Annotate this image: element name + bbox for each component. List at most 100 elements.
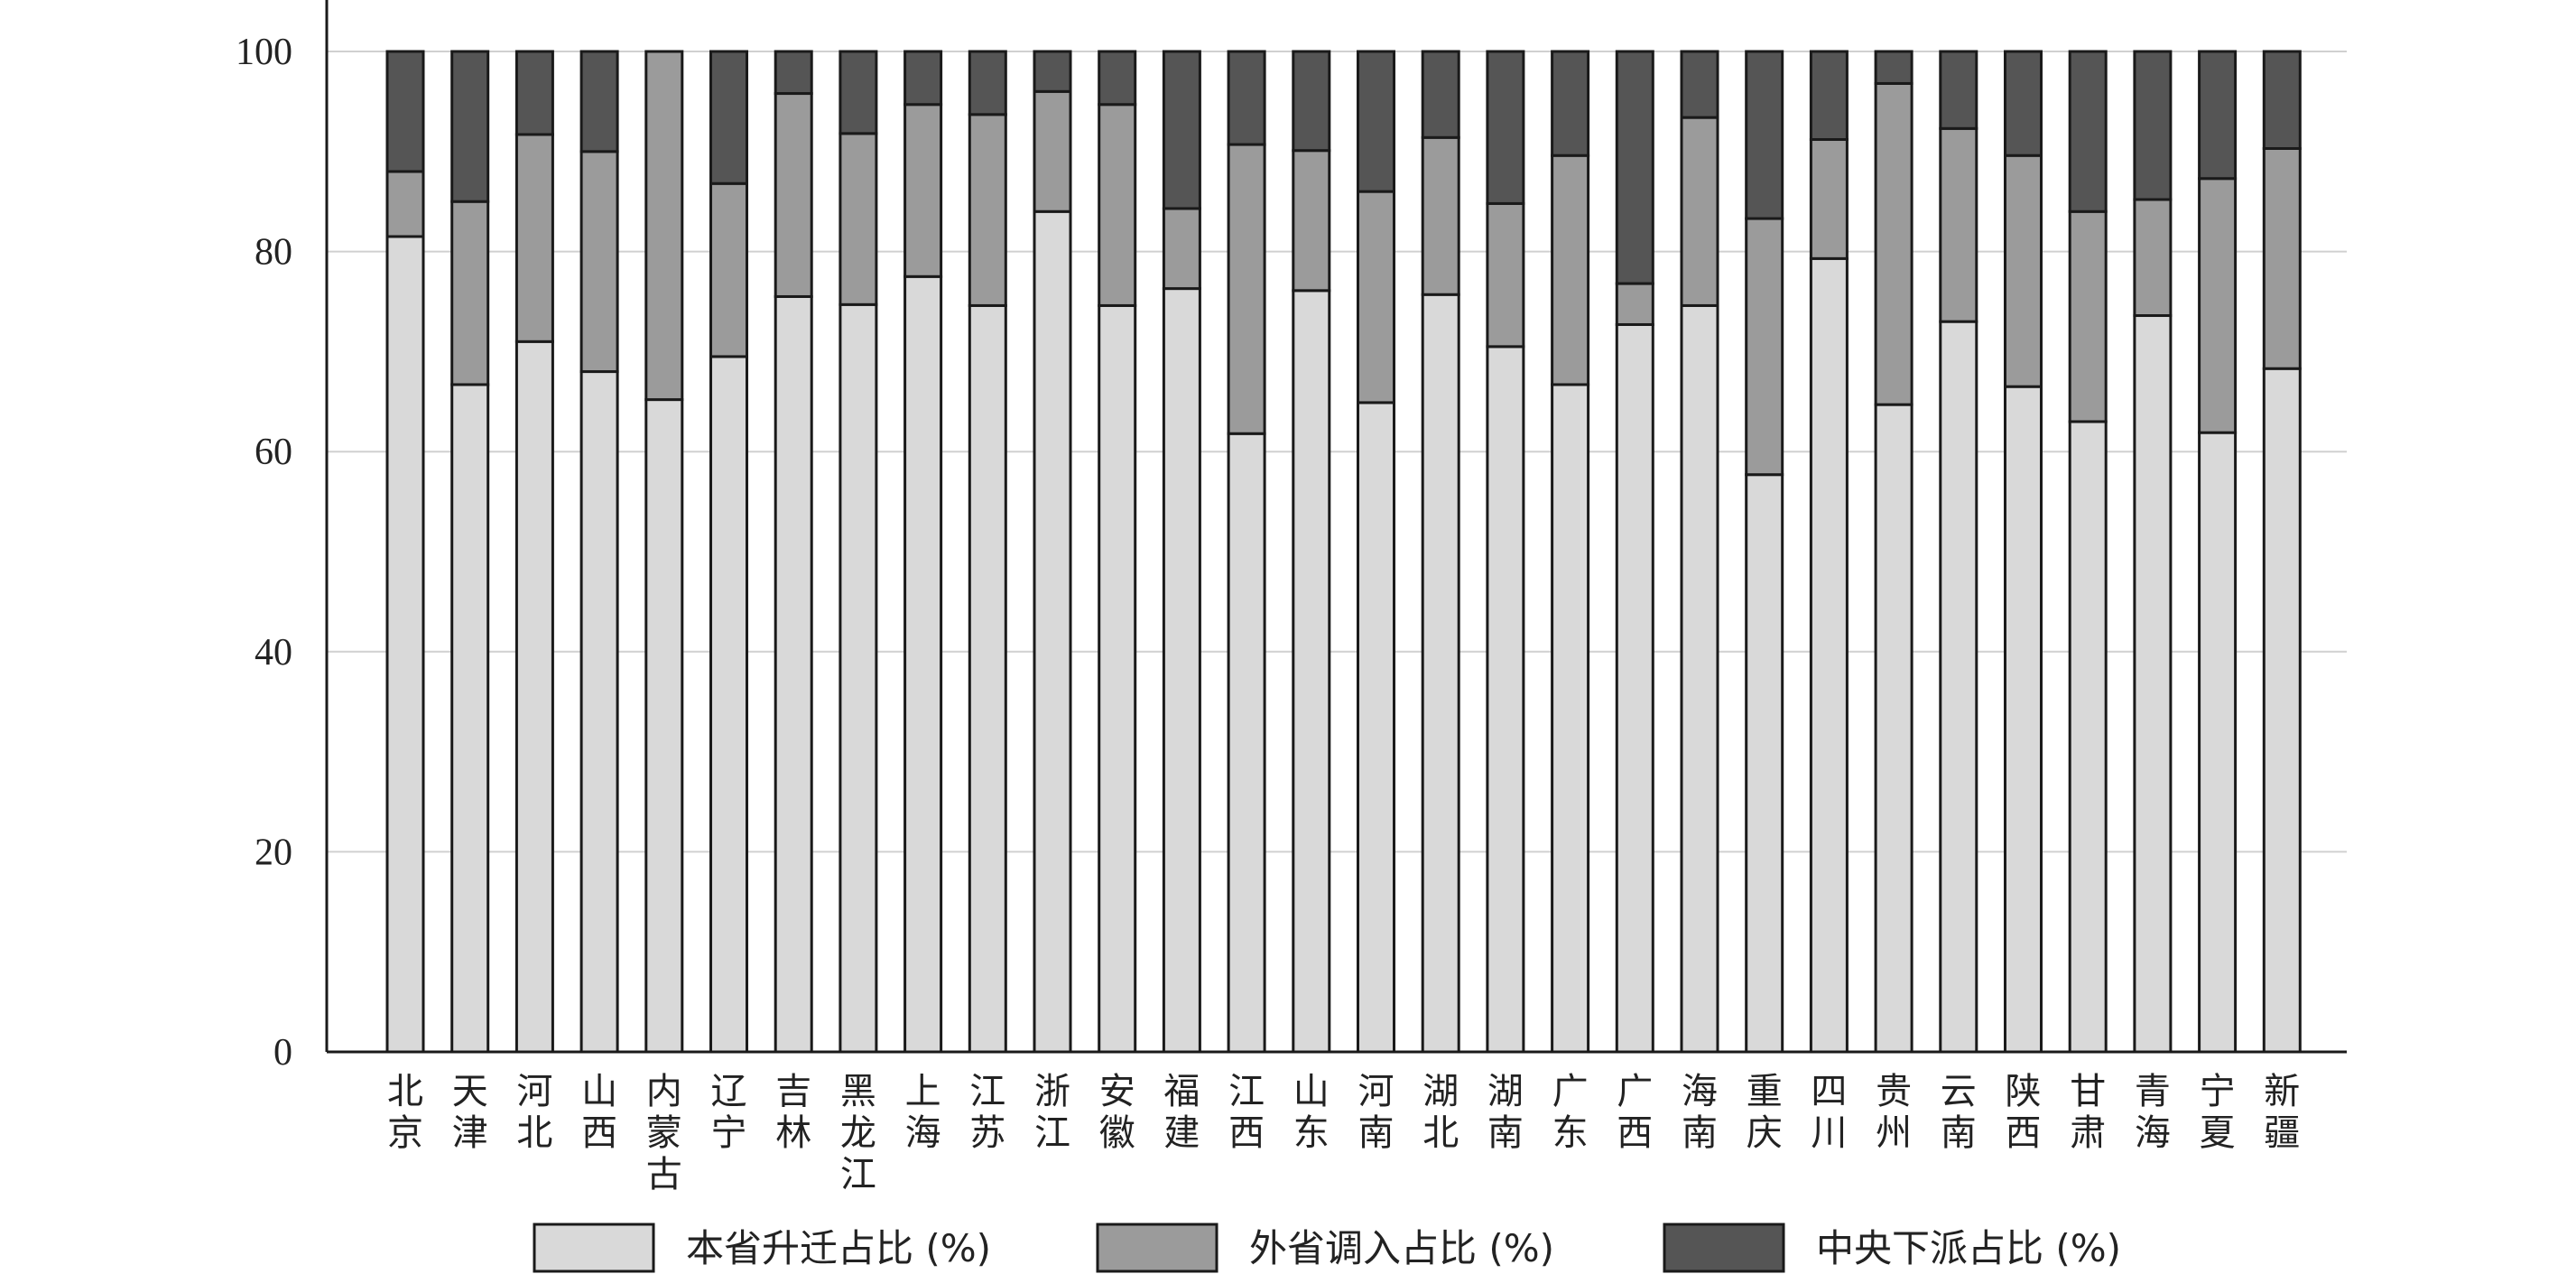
bar-segment (1809, 50, 1849, 142)
x-axis-category-labels: 北京天津河北山西内蒙古辽宁吉林黑龙江上海江苏浙江安徽福建江西山东河南湖北湖南广东… (387, 1071, 2300, 1195)
bar-segment (1874, 50, 1913, 85)
bar-segment (1680, 303, 1719, 1054)
x-tick-label: 吉林 (775, 1071, 811, 1154)
bar-segment (1033, 209, 1072, 1054)
bar-segment (2068, 50, 2108, 213)
bar-segment (968, 113, 1007, 307)
bar-segment (1357, 190, 1395, 405)
y-tick-label: 80 (255, 232, 292, 274)
legend-label: 本省升迁占比 (%) (686, 1226, 991, 1270)
y-tick-label: 20 (255, 832, 292, 873)
x-tick-label: 山东 (1293, 1071, 1330, 1154)
bar-segment (2198, 177, 2238, 434)
x-tick-label: 新疆 (2264, 1071, 2300, 1154)
bar-segment (839, 302, 878, 1054)
bar-segment (774, 92, 813, 298)
x-tick-label: 湖北 (1422, 1071, 1459, 1154)
x-tick-label: 浙江 (1034, 1071, 1070, 1154)
bar-segment (1292, 289, 1331, 1054)
x-tick-label: 海南 (1682, 1071, 1718, 1154)
bar-segment (1421, 293, 1460, 1054)
legend-swatch (1096, 1223, 1219, 1273)
legend-swatch (1663, 1223, 1785, 1273)
bar-segment (1227, 432, 1266, 1054)
bar-segment (2198, 50, 2238, 181)
bar-segment (450, 200, 490, 386)
x-tick-label: 福建 (1163, 1071, 1200, 1154)
bar-segment (2262, 367, 2302, 1054)
bar-segment (1615, 282, 1654, 326)
x-tick-label: 贵州 (1876, 1071, 1912, 1154)
bar-segment (2133, 314, 2173, 1054)
bar-segment (1098, 50, 1137, 107)
bar-segment (774, 294, 813, 1054)
bar-segment (514, 50, 554, 136)
bar-segment (1745, 217, 1784, 477)
x-tick-label: 山西 (581, 1071, 617, 1154)
bar-segment (2068, 420, 2108, 1054)
bar-segment (1421, 135, 1460, 296)
bar-segment (1357, 50, 1395, 193)
bar-segment (1292, 149, 1331, 293)
y-tick-label: 0 (273, 1032, 292, 1074)
bar-segment (1421, 50, 1460, 139)
x-tick-label: 河南 (1358, 1071, 1395, 1154)
bar-segment (1809, 256, 1849, 1054)
x-tick-label: 甘肃 (2070, 1071, 2106, 1154)
bar-segment (2262, 146, 2302, 370)
x-tick-label: 广东 (1552, 1071, 1589, 1154)
bar-segment (1745, 50, 1784, 220)
bar-segment (1098, 303, 1137, 1054)
x-tick-label: 江西 (1228, 1071, 1265, 1154)
legend-label: 中央下派占比 (%) (1816, 1226, 2121, 1270)
bar-segment (579, 150, 619, 374)
bar-segment (1486, 50, 1525, 205)
bar-segment (644, 50, 684, 402)
bar-segment (1551, 153, 1590, 386)
bar-segment (1227, 143, 1266, 435)
bar-segment (2133, 50, 2173, 201)
bar-segment (514, 133, 554, 343)
bar-segment (1809, 138, 1849, 260)
legend-swatch (533, 1223, 655, 1273)
bar-segment (839, 132, 878, 306)
gridlines (327, 51, 2347, 853)
bar-segment (1939, 320, 1978, 1054)
x-tick-label: 四川 (1811, 1071, 1847, 1154)
bar-segment (1486, 345, 1525, 1054)
x-tick-label: 内蒙古 (646, 1071, 682, 1195)
bar-segment (903, 50, 943, 107)
bar-segment (903, 274, 943, 1054)
x-tick-label: 宁夏 (2200, 1071, 2236, 1154)
bar-segment (1745, 473, 1784, 1054)
bar-segment (579, 370, 619, 1054)
bar-segment (1680, 50, 1719, 119)
bar-segment (579, 50, 619, 153)
bar-segment (1874, 403, 1913, 1054)
axes (325, 0, 2347, 1054)
x-tick-label: 黑龙江 (840, 1071, 876, 1195)
bar-segment (1874, 81, 1913, 406)
x-tick-label: 青海 (2135, 1071, 2171, 1154)
x-tick-label: 辽宁 (711, 1071, 747, 1154)
bar-segment (514, 339, 554, 1054)
bar-segment (2068, 209, 2108, 423)
x-tick-label: 北京 (387, 1071, 423, 1154)
x-tick-label: 江苏 (969, 1071, 1005, 1154)
bar-segment (2198, 431, 2238, 1054)
bar-segment (709, 355, 748, 1054)
bar-segment (1680, 116, 1719, 307)
x-tick-label: 陕西 (2006, 1071, 2042, 1154)
bar-segment (385, 50, 425, 173)
y-tick-label: 60 (255, 432, 292, 473)
bar-segment (1162, 207, 1201, 291)
x-tick-label: 安徽 (1099, 1071, 1135, 1154)
x-tick-label: 天津 (452, 1071, 488, 1154)
bar-segment (1227, 50, 1266, 146)
bar-segment (1098, 103, 1137, 307)
bar-segment (385, 235, 425, 1054)
legend: 本省升迁占比 (%) 外省调入占比 (%) 中央下派占比 (%) (533, 1223, 2121, 1273)
bar-segment (968, 50, 1007, 116)
bar-segment (1615, 322, 1654, 1054)
y-tick-label: 40 (255, 632, 292, 674)
